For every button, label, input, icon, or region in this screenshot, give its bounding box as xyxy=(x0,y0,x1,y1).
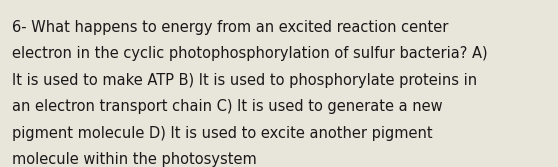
Text: electron in the cyclic photophosphorylation of sulfur bacteria? A): electron in the cyclic photophosphorylat… xyxy=(12,46,488,61)
Text: It is used to make ATP B) It is used to phosphorylate proteins in: It is used to make ATP B) It is used to … xyxy=(12,73,478,88)
Text: molecule within the photosystem: molecule within the photosystem xyxy=(12,152,257,167)
Text: an electron transport chain C) It is used to generate a new: an electron transport chain C) It is use… xyxy=(12,99,443,114)
Text: 6- What happens to energy from an excited reaction center: 6- What happens to energy from an excite… xyxy=(12,20,449,35)
Text: pigment molecule D) It is used to excite another pigment: pigment molecule D) It is used to excite… xyxy=(12,126,433,141)
